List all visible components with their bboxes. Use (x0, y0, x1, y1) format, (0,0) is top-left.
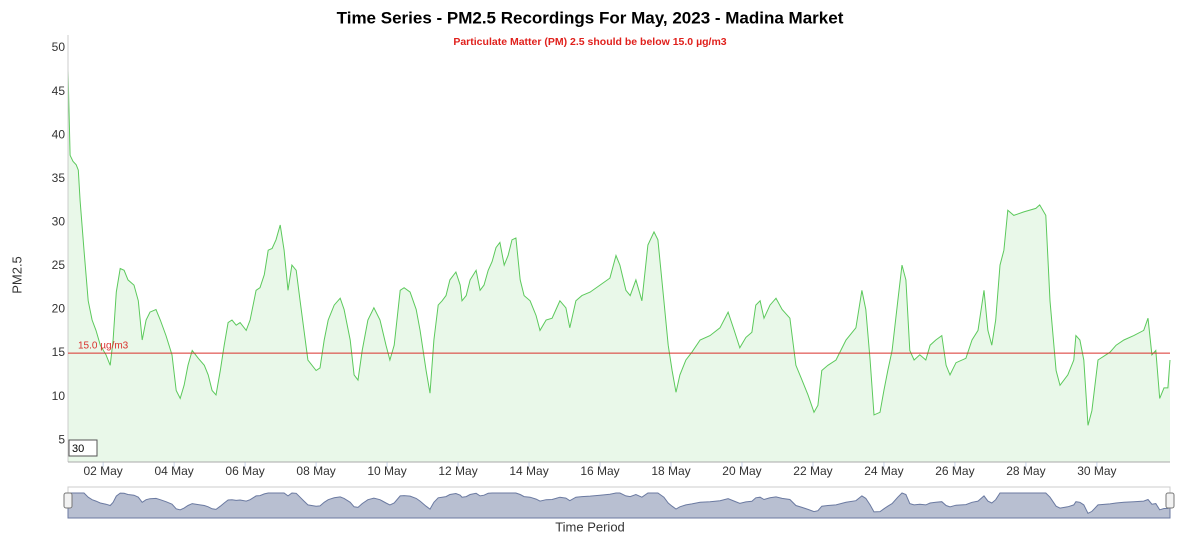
x-tick-label: 30 May (1077, 464, 1116, 478)
range-input-box (68, 439, 98, 457)
y-tick-label: 20 (52, 302, 66, 316)
y-tick-label: 35 (52, 171, 66, 185)
y-tick-label: 10 (52, 389, 66, 403)
x-tick-label: 28 May (1006, 464, 1045, 478)
x-tick-label: 10 May (367, 464, 406, 478)
x-tick-label: 18 May (651, 464, 690, 478)
x-tick-label: 24 May (864, 464, 903, 478)
chart-subtitle: Particulate Matter (PM) 2.5 should be be… (453, 36, 726, 48)
x-tick-label: 08 May (296, 464, 335, 478)
navigator-area (67, 492, 1171, 519)
x-axis-label: Time Period (555, 519, 625, 534)
y-tick-label: 25 (52, 258, 66, 272)
navigator-handle (1165, 492, 1175, 509)
data-line (67, 69, 1171, 426)
area-fill (68, 69, 1170, 463)
y-tick-label: 15 (52, 345, 66, 359)
y-tick-label: 45 (52, 84, 66, 98)
y-tick-label: 30 (52, 215, 66, 229)
range-input: 30 (72, 443, 84, 455)
navigator-handle (63, 492, 73, 509)
x-tick-label: 14 May (509, 464, 548, 478)
y-axis-label: PM2.5 (9, 256, 24, 294)
y-tick-label: 50 (52, 40, 66, 54)
x-tick-label: 22 May (793, 464, 832, 478)
x-tick-label: 06 May (225, 464, 264, 478)
x-tick-label: 02 May (83, 464, 122, 478)
x-tick-label: 12 May (438, 464, 477, 478)
x-tick-label: 16 May (580, 464, 619, 478)
chart-title: Time Series - PM2.5 Recordings For May, … (337, 8, 844, 27)
x-tick-label: 20 May (722, 464, 761, 478)
y-tick-label: 40 (52, 127, 66, 141)
x-tick-label: 26 May (935, 464, 974, 478)
threshold-label: 15.0 µg/m3 (78, 341, 129, 352)
x-tick-label: 04 May (154, 464, 193, 478)
y-tick-label: 5 (58, 432, 65, 446)
